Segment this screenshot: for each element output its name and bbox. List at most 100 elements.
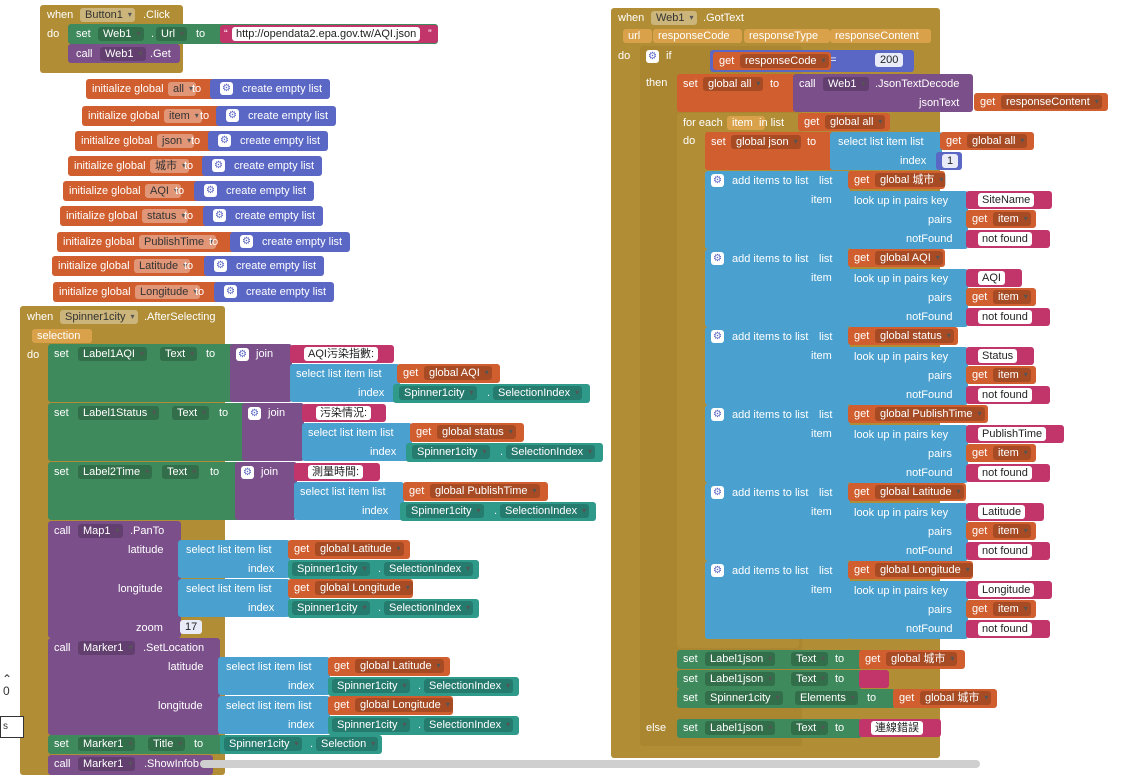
- get-global-block[interactable]: get global Latitude: [328, 657, 450, 676]
- get-global-city-block[interactable]: get global 城市: [893, 689, 997, 708]
- property-dropdown[interactable]: SelectionIndex: [424, 718, 514, 732]
- gear-icon[interactable]: ⚙: [241, 466, 254, 479]
- gear-icon[interactable]: ⚙: [212, 159, 225, 172]
- gear-icon[interactable]: ⚙: [711, 330, 724, 343]
- variable-dropdown[interactable]: item: [993, 446, 1031, 460]
- spinner-selectionindex-block[interactable]: Spinner1city . SelectionIndex: [288, 560, 479, 579]
- gear-icon[interactable]: ⚙: [236, 348, 249, 361]
- text-string-block[interactable]: 污染情況:: [302, 404, 386, 422]
- select-list-item-block[interactable]: select list item list index: [830, 132, 942, 170]
- global-dropdown[interactable]: global status: [437, 425, 516, 439]
- key-string-block[interactable]: Status: [966, 347, 1034, 365]
- add-items-to-list-block[interactable]: ⚙ add items to list list item: [705, 405, 850, 483]
- notfound-string[interactable]: not found: [978, 622, 1032, 636]
- get-global-city-block[interactable]: get global 城市: [859, 650, 965, 669]
- string-value[interactable]: AQI污染指數:: [304, 347, 379, 361]
- variable-dropdown[interactable]: item: [993, 602, 1031, 616]
- global-dropdown[interactable]: global Longitude: [315, 581, 413, 595]
- property-dropdown[interactable]: SelectionIndex: [500, 504, 590, 518]
- lookup-in-pairs-block[interactable]: look up in pairs key pairs notFound: [848, 425, 968, 483]
- notfound-string-block[interactable]: not found: [966, 464, 1050, 482]
- variable-dropdown[interactable]: item: [993, 368, 1031, 382]
- gear-icon[interactable]: ⚙: [204, 184, 217, 197]
- gear-icon[interactable]: ⚙: [240, 235, 253, 248]
- property-dropdown[interactable]: Title: [148, 737, 186, 751]
- global-dropdown[interactable]: global Latitude: [315, 542, 404, 556]
- select-list-item-block[interactable]: select list item list index: [294, 482, 404, 520]
- component-dropdown[interactable]: Marker1: [78, 757, 136, 771]
- global-dropdown[interactable]: global 城市: [920, 691, 992, 705]
- init-global-publishtime[interactable]: initialize global PublishTime to: [57, 232, 237, 252]
- key-string-block[interactable]: PublishTime: [966, 425, 1064, 443]
- global-dropdown[interactable]: global json: [731, 135, 801, 149]
- select-list-item-block[interactable]: select list item list index: [218, 657, 330, 695]
- get-item-block[interactable]: get item: [966, 366, 1036, 384]
- set-label1aqi-block[interactable]: set Label1AQI Text to: [48, 344, 238, 402]
- responsetype-param[interactable]: responseType: [744, 29, 831, 43]
- item-variable[interactable]: item: [727, 116, 765, 130]
- lookup-in-pairs-block[interactable]: look up in pairs key pairs notFound: [848, 581, 968, 639]
- create-empty-list-block[interactable]: ⚙ create empty list: [208, 131, 328, 151]
- variable-dropdown[interactable]: responseCode: [740, 54, 829, 68]
- create-empty-list-block[interactable]: ⚙ create empty list: [210, 79, 330, 99]
- global-name-field[interactable]: json: [157, 134, 195, 148]
- lookup-in-pairs-block[interactable]: look up in pairs key pairs notFound: [848, 347, 968, 405]
- get-responsecode-block[interactable]: get responseCode: [713, 52, 831, 70]
- property-dropdown[interactable]: SelectionIndex: [493, 386, 583, 400]
- global-dropdown[interactable]: global all: [703, 77, 764, 91]
- component-dropdown[interactable]: Label2Time: [78, 465, 153, 479]
- component-dropdown[interactable]: Marker1: [78, 641, 136, 655]
- get-global-list-block[interactable]: get global AQI: [848, 249, 945, 267]
- global-dropdown[interactable]: global Longitude: [355, 698, 453, 712]
- component-dropdown[interactable]: Spinner1city: [406, 504, 484, 518]
- global-dropdown[interactable]: global 城市: [875, 173, 947, 187]
- key-string[interactable]: AQI: [978, 271, 1005, 285]
- set-label1json-text-block[interactable]: set Label1json Text to: [677, 670, 862, 689]
- get-global-block[interactable]: get global Longitude: [288, 579, 413, 598]
- join-block[interactable]: ⚙ join: [230, 344, 292, 402]
- get-global-block[interactable]: get global AQI: [397, 364, 500, 383]
- key-string[interactable]: Longitude: [978, 583, 1035, 597]
- global-name-field[interactable]: Longitude: [135, 285, 201, 299]
- component-dropdown[interactable]: Web1: [651, 11, 697, 25]
- gear-icon[interactable]: ⚙: [224, 285, 237, 298]
- init-global-latitude[interactable]: initialize global Latitude to: [52, 256, 212, 276]
- property-dropdown[interactable]: SelectionIndex: [506, 445, 596, 459]
- init-global-json[interactable]: initialize global json to: [75, 131, 215, 151]
- notfound-string[interactable]: not found: [978, 232, 1032, 246]
- get-global-list-block[interactable]: get global PublishTime: [848, 405, 988, 423]
- call-map1-panto-block[interactable]: call Map1 .PanTo latitude longitude zoom: [48, 521, 181, 638]
- spinner-selectionindex-block[interactable]: Spinner1city . SelectionIndex: [328, 677, 519, 696]
- get-global-block[interactable]: get global Longitude: [328, 696, 453, 715]
- get-global-list-block[interactable]: get global status: [848, 327, 958, 345]
- notfound-string[interactable]: not found: [978, 466, 1032, 480]
- property-dropdown[interactable]: Elements: [795, 691, 858, 705]
- create-empty-list-block[interactable]: ⚙ create empty list: [216, 106, 336, 126]
- horizontal-scrollbar[interactable]: [200, 760, 980, 768]
- gear-icon[interactable]: ⚙: [711, 408, 724, 421]
- select-list-item-block[interactable]: select list item list index: [290, 364, 400, 402]
- join-block[interactable]: ⚙ join: [242, 403, 304, 461]
- set-label1json-text-block[interactable]: set Label1json Text to: [677, 650, 862, 669]
- get-global-all-block[interactable]: get global all: [940, 132, 1034, 150]
- global-dropdown[interactable]: global status: [875, 329, 954, 343]
- key-string-block[interactable]: Longitude: [966, 581, 1052, 599]
- global-name-field[interactable]: PublishTime: [139, 235, 217, 249]
- notfound-string-block[interactable]: not found: [966, 386, 1050, 404]
- gear-icon[interactable]: ⚙: [646, 50, 659, 63]
- zoom-number[interactable]: 17: [180, 620, 203, 634]
- get-item-block[interactable]: get item: [966, 288, 1036, 306]
- property-dropdown[interactable]: SelectionIndex: [384, 562, 474, 576]
- global-dropdown[interactable]: global Latitude: [875, 485, 964, 499]
- notfound-string-block[interactable]: not found: [966, 230, 1050, 248]
- get-global-block[interactable]: get global status: [410, 423, 524, 442]
- notfound-string-block[interactable]: not found: [966, 620, 1050, 638]
- call-web1-get-block[interactable]: call Web1 .Get: [68, 44, 180, 63]
- text-string-block[interactable]: AQI污染指數:: [290, 345, 394, 363]
- component-dropdown[interactable]: Label1json: [705, 672, 776, 686]
- notfound-string[interactable]: not found: [978, 310, 1032, 324]
- variable-dropdown[interactable]: responseContent: [1001, 95, 1102, 109]
- global-dropdown[interactable]: global 城市: [886, 652, 958, 666]
- set-global-json-block[interactable]: set global json to: [705, 132, 833, 170]
- join-block[interactable]: ⚙ join: [235, 462, 297, 520]
